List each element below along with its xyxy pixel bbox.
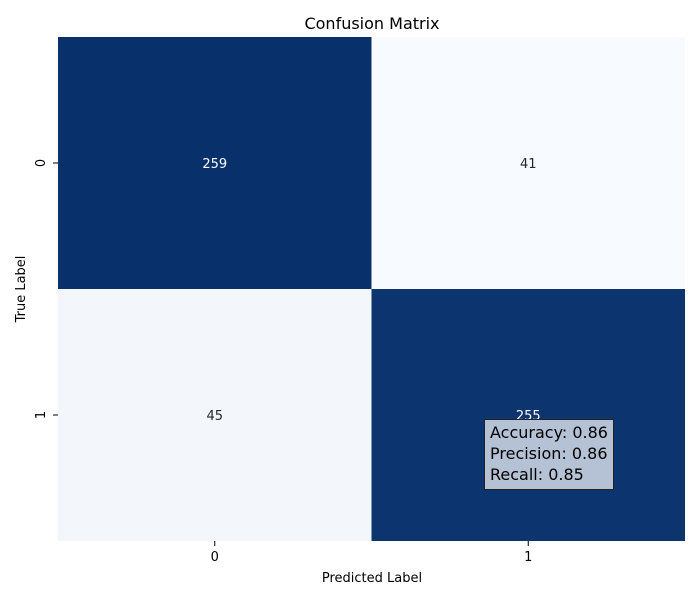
heatmap-cell-0-1: [371, 37, 685, 289]
y-axis-label: True Label: [14, 256, 29, 324]
cell-value-label-0-0: 259: [202, 157, 227, 172]
x-tick-label-1: 1: [524, 550, 532, 565]
chart-title: Confusion Matrix: [304, 14, 439, 33]
y-tick-label-1: 1: [34, 411, 49, 419]
heatmap-cell-1-0: [58, 289, 372, 541]
heatmap-cell-0-0: [58, 37, 372, 289]
y-tick-label-0: 0: [34, 159, 49, 167]
y-axis-ticks: 01: [34, 159, 58, 419]
precision-text: Precision: 0.86: [490, 444, 608, 463]
cell-value-label-1-0: 45: [206, 409, 223, 424]
cell-value-label-0-1: 41: [520, 157, 537, 172]
heatmap-cells: [58, 37, 685, 541]
recall-text: Recall: 0.85: [490, 465, 584, 484]
accuracy-text: Accuracy: 0.86: [490, 423, 608, 442]
metrics-annotation-box: Accuracy: 0.86 Precision: 0.86 Recall: 0…: [484, 419, 614, 490]
x-axis-label: Predicted Label: [322, 571, 422, 586]
heatmap-cell-1-1: [371, 289, 685, 541]
x-tick-label-0: 0: [211, 550, 219, 565]
